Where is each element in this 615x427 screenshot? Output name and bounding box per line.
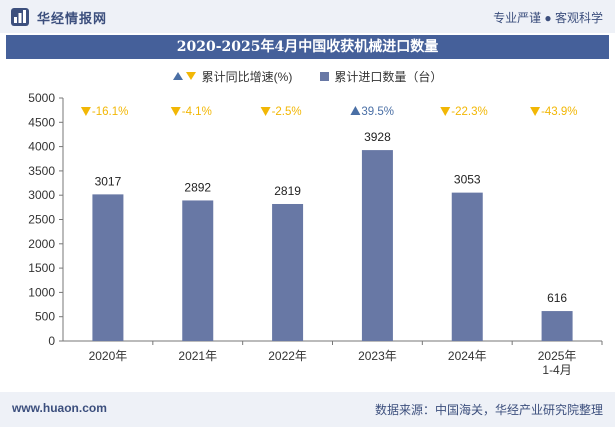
y-tick-label: 2500 (28, 213, 55, 227)
y-tick-label: 3500 (28, 164, 55, 178)
bar (451, 192, 483, 341)
bar (92, 194, 124, 341)
y-tick-label: 1000 (28, 285, 55, 299)
x-tick-label: 1-4月 (542, 363, 571, 377)
bar-value-label: 2892 (184, 180, 211, 194)
y-tick-label: 4000 (28, 140, 55, 154)
bar-value-label: 3017 (95, 174, 122, 188)
triangle-down-icon (185, 72, 196, 80)
title-bar: 2020-2025年4月中国收获机械进口数量 (6, 35, 609, 59)
bar-value-label: 3053 (454, 173, 481, 187)
logo-icon (11, 8, 29, 26)
legend-volume-label: 累计进口数量（台） (334, 69, 443, 84)
growth-down-marker (440, 107, 451, 116)
x-tick-label: 2020年 (89, 349, 128, 363)
bar-value-label: 2819 (274, 184, 301, 198)
growth-label: -2.5% (272, 106, 302, 118)
bar-value-label: 3928 (364, 130, 391, 144)
bar-chart: 0 500 1000 1500 2000 2500 3000 3500 4000 4500 5000… (28, 91, 603, 377)
site-url[interactable]: www.huaon.com (12, 401, 107, 415)
legend-volume: 累计进口数量（台） (320, 68, 442, 85)
brand-name: 华经情报网 (37, 10, 108, 26)
x-tick-label: 2022年 (268, 349, 307, 363)
y-tick-label: 5000 (28, 91, 55, 105)
chart-title: 2020-2025年4月中国收获机械进口数量 (176, 39, 439, 55)
bar (272, 203, 304, 341)
bar (182, 200, 214, 341)
growth-down-marker (530, 107, 541, 116)
growth-up-marker (350, 106, 361, 115)
x-tick-label: 2023年 (358, 349, 397, 363)
y-tick-label: 2000 (28, 237, 55, 251)
y-tick-label: 500 (35, 310, 55, 324)
x-tick-label: 2021年 (178, 349, 217, 363)
growth-label: -22.3% (451, 106, 487, 118)
growth-label: -4.1% (182, 106, 212, 118)
y-tick-label: 1500 (28, 261, 55, 275)
footer: www.huaon.com 数据来源：中国海关，华经产业研究院整理 (0, 392, 615, 427)
y-tick-label: 0 (48, 334, 55, 348)
y-tick-label: 4500 (28, 115, 55, 129)
square-icon (320, 71, 330, 81)
data-source: 数据来源：中国海关，华经产业研究院整理 (374, 403, 603, 417)
x-tick-label: 2025年 (538, 349, 577, 363)
growth-label: -16.1% (92, 106, 128, 118)
growth-label: 39.5% (361, 106, 394, 118)
legend-growth: 累计同比增速(%) (172, 68, 293, 85)
x-tick-label: 2024年 (448, 349, 487, 363)
brand: 华经情报网 (10, 7, 107, 27)
growth-down-marker (170, 107, 181, 116)
legend: 累计同比增速(%) 累计进口数量（台） (0, 66, 615, 86)
growth-label: -43.9% (541, 106, 577, 118)
legend-growth-label: 累计同比增速(%) (201, 69, 293, 84)
top-bar: 华经情报网 专业严谨 ● 客观科学 (0, 0, 615, 33)
growth-down-marker (80, 107, 91, 116)
bar-value-label: 616 (547, 291, 567, 305)
y-tick-label: 3000 (28, 188, 55, 202)
triangle-up-icon (172, 72, 183, 80)
growth-down-marker (260, 107, 271, 116)
tagline: 专业严谨 ● 客观科学 (493, 11, 603, 25)
bar (541, 311, 573, 341)
bar (361, 150, 393, 341)
